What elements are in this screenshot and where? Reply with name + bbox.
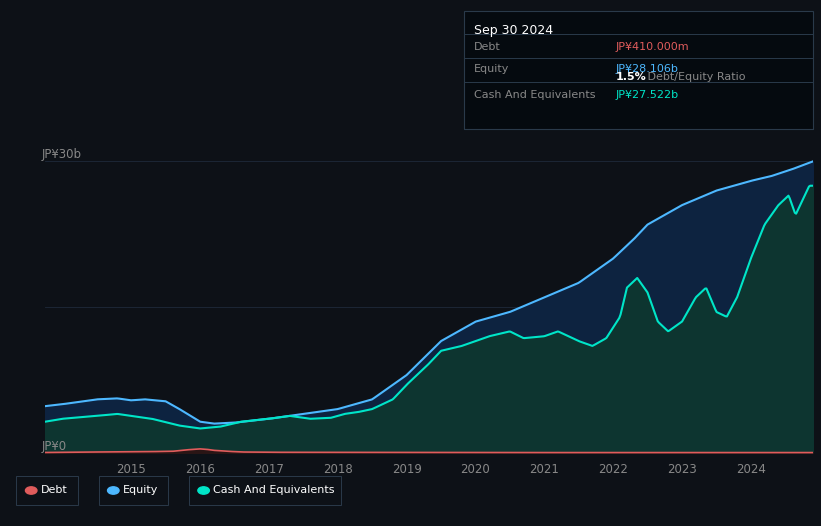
Text: 1.5%: 1.5% bbox=[616, 72, 646, 82]
Text: JP¥30b: JP¥30b bbox=[41, 148, 81, 161]
Text: Equity: Equity bbox=[123, 485, 158, 495]
Text: JP¥0: JP¥0 bbox=[41, 440, 67, 453]
Text: JP¥410.000m: JP¥410.000m bbox=[616, 42, 690, 52]
Text: JP¥27.522b: JP¥27.522b bbox=[616, 89, 679, 99]
Text: Sep 30 2024: Sep 30 2024 bbox=[474, 24, 553, 37]
Text: JP¥28.106b: JP¥28.106b bbox=[616, 64, 679, 74]
Text: Equity: Equity bbox=[474, 64, 509, 74]
Text: Cash And Equivalents: Cash And Equivalents bbox=[474, 89, 595, 99]
Text: Debt: Debt bbox=[41, 485, 68, 495]
Text: Debt/Equity Ratio: Debt/Equity Ratio bbox=[644, 72, 746, 82]
Text: Cash And Equivalents: Cash And Equivalents bbox=[213, 485, 335, 495]
Text: Debt: Debt bbox=[474, 42, 501, 52]
